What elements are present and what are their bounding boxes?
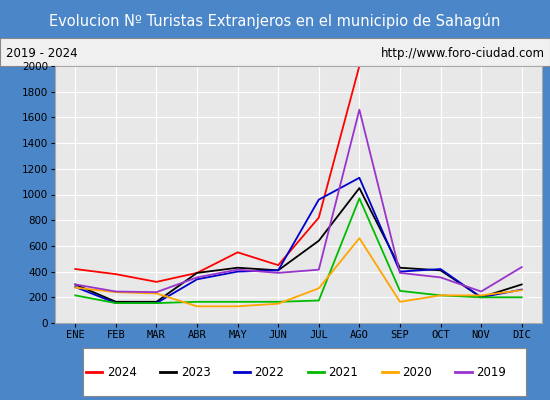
Text: 2024: 2024 — [107, 366, 137, 378]
Text: 2019: 2019 — [476, 366, 506, 378]
Text: 2021: 2021 — [328, 366, 358, 378]
Text: Evolucion Nº Turistas Extranjeros en el municipio de Sahagún: Evolucion Nº Turistas Extranjeros en el … — [50, 13, 501, 29]
Text: 2019 - 2024: 2019 - 2024 — [6, 47, 77, 60]
Text: 2022: 2022 — [255, 366, 284, 378]
Text: 2023: 2023 — [181, 366, 211, 378]
Text: http://www.foro-ciudad.com: http://www.foro-ciudad.com — [381, 47, 544, 60]
Text: 2020: 2020 — [402, 366, 432, 378]
